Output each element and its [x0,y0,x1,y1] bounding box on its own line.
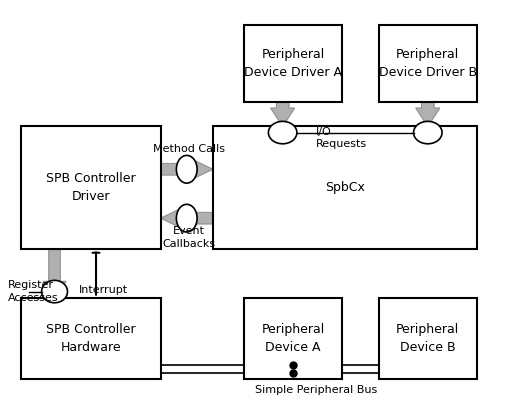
Polygon shape [271,102,295,126]
Bar [244,298,342,379]
Ellipse shape [268,121,297,144]
Text: SPB Controller
Driver: SPB Controller Driver [46,172,135,203]
Ellipse shape [42,280,68,303]
Polygon shape [161,207,213,229]
Text: SPB Controller
Hardware: SPB Controller Hardware [46,323,135,354]
Bar [244,25,342,102]
Text: Interrupt: Interrupt [79,285,129,295]
Text: Peripheral
Device A: Peripheral Device A [261,323,325,354]
Text: Method Calls: Method Calls [153,144,225,154]
Bar [213,126,477,249]
Text: Event
Callbacks: Event Callbacks [163,226,216,249]
Text: I/O
Requests: I/O Requests [316,127,368,149]
Bar [21,298,161,379]
Polygon shape [416,102,440,126]
Text: Register
Accesses: Register Accesses [8,280,59,303]
Ellipse shape [176,156,197,183]
Ellipse shape [414,121,442,144]
Ellipse shape [176,204,197,232]
Text: Peripheral
Device Driver B: Peripheral Device Driver B [379,48,477,79]
Text: SpbCx: SpbCx [325,181,365,194]
Text: Peripheral
Device Driver A: Peripheral Device Driver A [244,48,342,79]
Text: Simple Peripheral Bus: Simple Peripheral Bus [255,385,378,395]
Bar [379,298,477,379]
Polygon shape [43,249,66,298]
Bar [21,126,161,249]
Polygon shape [161,158,213,181]
Bar [379,25,477,102]
Text: Peripheral
Device B: Peripheral Device B [396,323,459,354]
